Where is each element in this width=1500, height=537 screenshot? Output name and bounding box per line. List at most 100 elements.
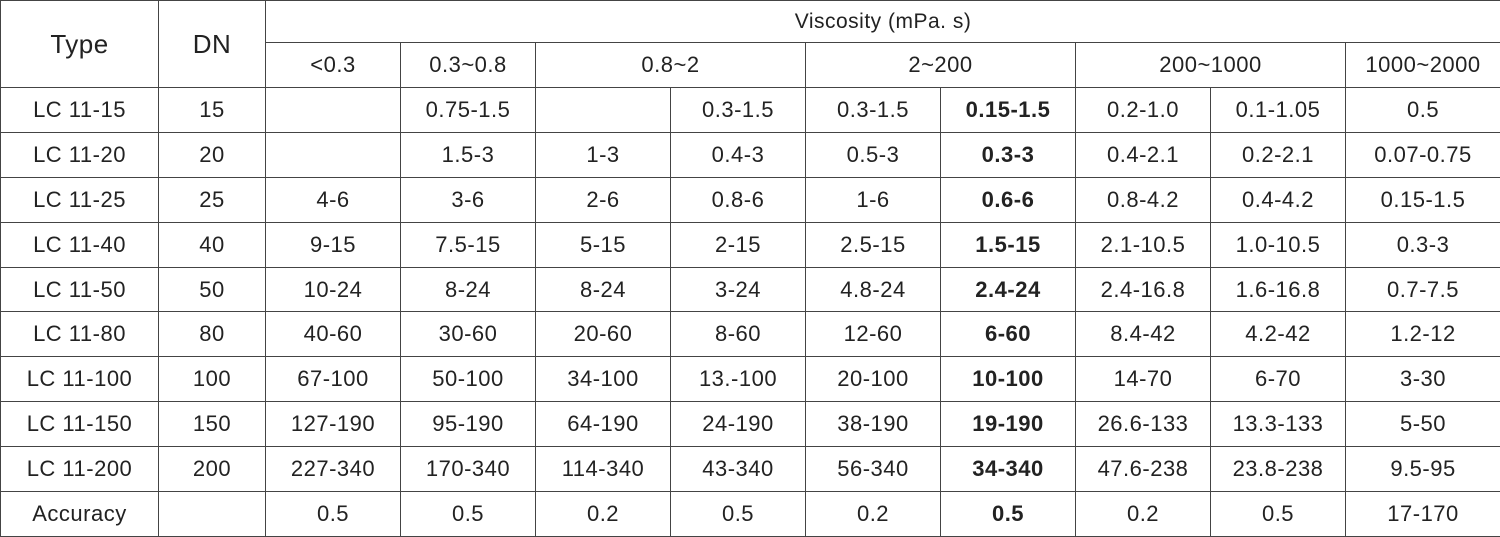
- value-cell: 127-190: [266, 402, 401, 447]
- value-cell: 0.2-2.1: [1211, 132, 1346, 177]
- value-cell: [536, 88, 671, 133]
- value-cell: 8-24: [401, 267, 536, 312]
- value-cell: 0.2-1.0: [1076, 88, 1211, 133]
- value-cell: 0.2: [806, 492, 941, 537]
- value-cell: 17-170: [1346, 492, 1500, 537]
- value-cell: 0.5: [671, 492, 806, 537]
- value-cell: 0.15-1.5: [1346, 177, 1500, 222]
- value-cell: 0.4-3: [671, 132, 806, 177]
- value-cell: 20-100: [806, 357, 941, 402]
- value-cell: 0.1-1.05: [1211, 88, 1346, 133]
- value-cell: 43-340: [671, 447, 806, 492]
- type-cell: LC 11-100: [1, 357, 159, 402]
- value-cell: 0.6-6: [941, 177, 1076, 222]
- value-cell: 1.5-3: [401, 132, 536, 177]
- dn-cell: 25: [159, 177, 266, 222]
- value-cell: 13.-100: [671, 357, 806, 402]
- value-cell: 2.1-10.5: [1076, 222, 1211, 267]
- value-cell: 23.8-238: [1211, 447, 1346, 492]
- value-cell: 6-60: [941, 312, 1076, 357]
- value-cell: 20-60: [536, 312, 671, 357]
- dn-cell: 15: [159, 88, 266, 133]
- value-cell: 0.3-1.5: [671, 88, 806, 133]
- range-header: 200~1000: [1076, 43, 1346, 88]
- value-cell: 0.2: [536, 492, 671, 537]
- value-cell: 0.5-3: [806, 132, 941, 177]
- value-cell: 0.7-7.5: [1346, 267, 1500, 312]
- value-cell: 0.5: [941, 492, 1076, 537]
- type-cell: LC 11-25: [1, 177, 159, 222]
- value-cell: 5-50: [1346, 402, 1500, 447]
- value-cell: 1.6-16.8: [1211, 267, 1346, 312]
- range-header: 1000~2000: [1346, 43, 1500, 88]
- value-cell: 5-15: [536, 222, 671, 267]
- value-cell: 4.8-24: [806, 267, 941, 312]
- value-cell: 0.3-1.5: [806, 88, 941, 133]
- value-cell: 0.5: [401, 492, 536, 537]
- value-cell: 0.3-3: [1346, 222, 1500, 267]
- value-cell: 0.8-6: [671, 177, 806, 222]
- value-cell: 10-100: [941, 357, 1076, 402]
- value-cell: 67-100: [266, 357, 401, 402]
- value-cell: 34-100: [536, 357, 671, 402]
- value-cell: 0.15-1.5: [941, 88, 1076, 133]
- value-cell: 56-340: [806, 447, 941, 492]
- value-cell: 34-340: [941, 447, 1076, 492]
- dn-cell: 50: [159, 267, 266, 312]
- value-cell: 1-3: [536, 132, 671, 177]
- value-cell: 9-15: [266, 222, 401, 267]
- dn-cell: 200: [159, 447, 266, 492]
- value-cell: 0.3-3: [941, 132, 1076, 177]
- value-cell: 95-190: [401, 402, 536, 447]
- value-cell: 1-6: [806, 177, 941, 222]
- value-cell: 2.4-16.8: [1076, 267, 1211, 312]
- dn-cell: [159, 492, 266, 537]
- type-cell: LC 11-15: [1, 88, 159, 133]
- type-cell: LC 11-20: [1, 132, 159, 177]
- range-header: 2~200: [806, 43, 1076, 88]
- dn-cell: 20: [159, 132, 266, 177]
- value-cell: 3-24: [671, 267, 806, 312]
- value-cell: 3-6: [401, 177, 536, 222]
- value-cell: 227-340: [266, 447, 401, 492]
- value-cell: 40-60: [266, 312, 401, 357]
- value-cell: 1.2-12: [1346, 312, 1500, 357]
- value-cell: 2-15: [671, 222, 806, 267]
- dn-cell: 150: [159, 402, 266, 447]
- value-cell: 38-190: [806, 402, 941, 447]
- value-cell: 170-340: [401, 447, 536, 492]
- value-cell: 6-70: [1211, 357, 1346, 402]
- type-cell: LC 11-50: [1, 267, 159, 312]
- value-cell: 0.75-1.5: [401, 88, 536, 133]
- value-cell: 0.5: [266, 492, 401, 537]
- value-cell: 30-60: [401, 312, 536, 357]
- value-cell: 50-100: [401, 357, 536, 402]
- value-cell: 47.6-238: [1076, 447, 1211, 492]
- value-cell: 8-24: [536, 267, 671, 312]
- value-cell: 12-60: [806, 312, 941, 357]
- value-cell: 64-190: [536, 402, 671, 447]
- value-cell: 14-70: [1076, 357, 1211, 402]
- value-cell: 24-190: [671, 402, 806, 447]
- type-cell: LC 11-40: [1, 222, 159, 267]
- value-cell: 9.5-95: [1346, 447, 1500, 492]
- value-cell: 1.0-10.5: [1211, 222, 1346, 267]
- value-cell: 13.3-133: [1211, 402, 1346, 447]
- value-cell: 0.8-4.2: [1076, 177, 1211, 222]
- value-cell: 8-60: [671, 312, 806, 357]
- value-cell: 7.5-15: [401, 222, 536, 267]
- value-cell: 0.5: [1346, 88, 1500, 133]
- value-cell: 10-24: [266, 267, 401, 312]
- value-cell: 114-340: [536, 447, 671, 492]
- dn-cell: 100: [159, 357, 266, 402]
